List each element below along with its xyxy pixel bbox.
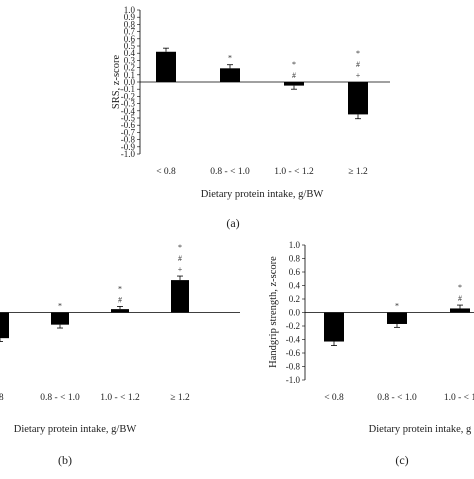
category-label: 0.8 - < 1.0	[377, 393, 417, 403]
y-tick-label: 0.4	[124, 48, 136, 58]
y-tick-label: 0.2	[289, 294, 300, 304]
x-axis-label: Dietary protein intake, g	[369, 424, 472, 435]
y-tick-label: 0.6	[124, 34, 136, 44]
panel-label: (b)	[58, 453, 72, 467]
significance-marker: *	[395, 302, 399, 311]
y-tick-label: 0.6	[289, 267, 301, 277]
category-label: 1.0 - < 1	[444, 393, 474, 403]
significance-marker: *	[228, 54, 232, 63]
bar	[450, 308, 470, 313]
y-axis-label: Handgrip strength, z-score	[268, 256, 279, 368]
significance-marker: +	[356, 71, 361, 80]
y-tick-label: 0.4	[289, 281, 301, 291]
y-tick-label: 1.0	[289, 240, 301, 250]
significance-marker: #	[118, 295, 122, 304]
category-label: 0.8 - < 1.0	[210, 167, 250, 177]
y-tick-label: -0.4	[286, 335, 301, 345]
y-tick-label: 0.5	[124, 41, 136, 51]
category-label: 1.0 - < 1.2	[274, 167, 314, 177]
y-tick-label: -0.2	[286, 321, 300, 331]
y-tick-label: -0.6	[121, 120, 136, 130]
y-tick-label: 0.2	[124, 63, 135, 73]
y-tick-label: -0.4	[121, 106, 136, 116]
y-tick-label: 0.9	[124, 12, 136, 22]
y-tick-label: 0.1	[124, 70, 135, 80]
y-tick-label: 1.0	[124, 5, 136, 15]
bar	[348, 82, 368, 115]
significance-marker: #	[178, 254, 182, 263]
panel-label: (a)	[226, 216, 239, 230]
x-axis-label: Dietary protein intake, g/BW	[201, 189, 324, 200]
y-tick-label: -0.3	[121, 99, 136, 109]
y-tick-label: 0.7	[124, 27, 136, 37]
significance-marker: *	[356, 49, 360, 58]
y-tick-label: -0.6	[286, 348, 301, 358]
category-label: .8	[0, 393, 4, 403]
significance-marker: *	[292, 60, 296, 69]
significance-marker: *	[178, 243, 182, 252]
bar	[156, 51, 176, 82]
bar	[171, 280, 189, 313]
category-label: 0.8 - < 1.0	[40, 393, 80, 403]
y-tick-label: 0.3	[124, 55, 136, 65]
significance-marker: #	[458, 294, 462, 303]
y-tick-label: -0.2	[121, 91, 135, 101]
y-tick-label: 0.0	[124, 77, 136, 87]
bar	[111, 309, 129, 313]
bar	[324, 312, 344, 342]
significance-marker: *	[118, 284, 122, 293]
significance-marker: +	[178, 265, 183, 274]
y-axis-label: SRS, z-score	[111, 55, 122, 110]
y-tick-label: -0.8	[121, 135, 136, 145]
panel-label: (c)	[395, 453, 408, 467]
bar	[51, 312, 69, 325]
y-tick-label: -0.7	[121, 127, 136, 137]
bar	[284, 82, 304, 86]
bar	[0, 312, 9, 339]
category-label: ≥ 1.2	[170, 393, 190, 403]
category-label: 1.0 - < 1.2	[100, 393, 140, 403]
x-axis-label: Dietary protein intake, g/BW	[14, 424, 137, 435]
y-tick-label: -0.5	[121, 113, 136, 123]
y-tick-label: 0.8	[289, 254, 301, 264]
significance-marker: *	[458, 283, 462, 292]
category-label: < 0.8	[324, 393, 344, 403]
y-tick-label: 0.0	[289, 308, 301, 318]
y-tick-label: -0.8	[286, 362, 301, 372]
y-tick-label: -0.9	[121, 142, 136, 152]
significance-marker: *	[58, 302, 62, 311]
bar	[387, 312, 407, 324]
y-tick-label: -0.1	[121, 84, 135, 94]
y-tick-label: -1.0	[121, 149, 136, 159]
bar	[220, 68, 240, 82]
significance-marker: #	[356, 60, 360, 69]
significance-marker: #	[292, 71, 296, 80]
y-tick-label: -1.0	[286, 375, 301, 385]
y-tick-label: 0.8	[124, 19, 136, 29]
category-label: ≥ 1.2	[348, 167, 368, 177]
category-label: < 0.8	[156, 167, 176, 177]
